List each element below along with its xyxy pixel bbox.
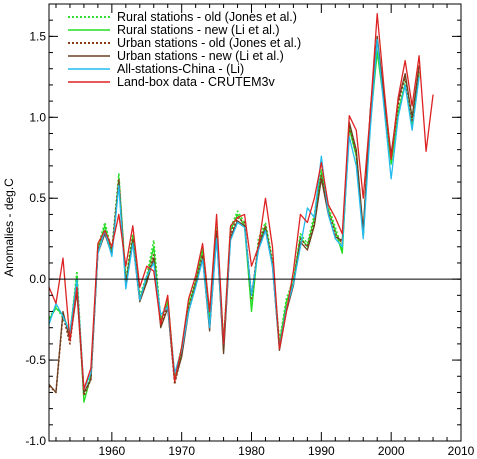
series-line-1 — [48, 48, 420, 397]
legend-label: Rural stations - old (Jones et al.) — [117, 10, 297, 24]
legend-label: Rural stations - new (Li et al.) — [117, 23, 280, 37]
series-line-5 — [48, 38, 420, 390]
y-tick-label: 0.5 — [29, 191, 46, 205]
legend-label: All-stations-China - (Li) — [117, 62, 244, 76]
legend-label: Land-box data - CRUTEM3v — [117, 75, 275, 89]
series-line-6 — [48, 13, 434, 390]
axes-layer: -1.0 -0.5 0.0 0.5 1.0 1.5 1960 1970 1980 1990 2000… — [25, 3, 475, 458]
legend-label: Urban stations - new (Li et al.) — [117, 49, 284, 63]
y-tick-label: -1.0 — [25, 434, 46, 448]
x-tick-label: 1960 — [98, 444, 125, 458]
y-tick-label: 0.0 — [29, 272, 46, 286]
y-tick-label: 1.5 — [29, 29, 46, 43]
y-tick-label: -0.5 — [25, 353, 46, 367]
x-tick-label: 2000 — [378, 444, 405, 458]
y-tick-label: 1.0 — [29, 110, 46, 124]
x-tick-label: 1980 — [238, 444, 265, 458]
plot-frame — [48, 3, 462, 442]
x-tick-label: 1970 — [168, 444, 195, 458]
x-tick-label: 1990 — [308, 444, 335, 458]
series-layer — [48, 13, 434, 403]
legend-label: Urban stations - old (Jones et al.) — [117, 36, 301, 50]
y-axis-title: Anomalies - deg.C — [2, 178, 16, 277]
legend: Rural stations - old (Jones et al.)Rural… — [68, 10, 301, 89]
x-tick-label: 2010 — [448, 444, 475, 458]
